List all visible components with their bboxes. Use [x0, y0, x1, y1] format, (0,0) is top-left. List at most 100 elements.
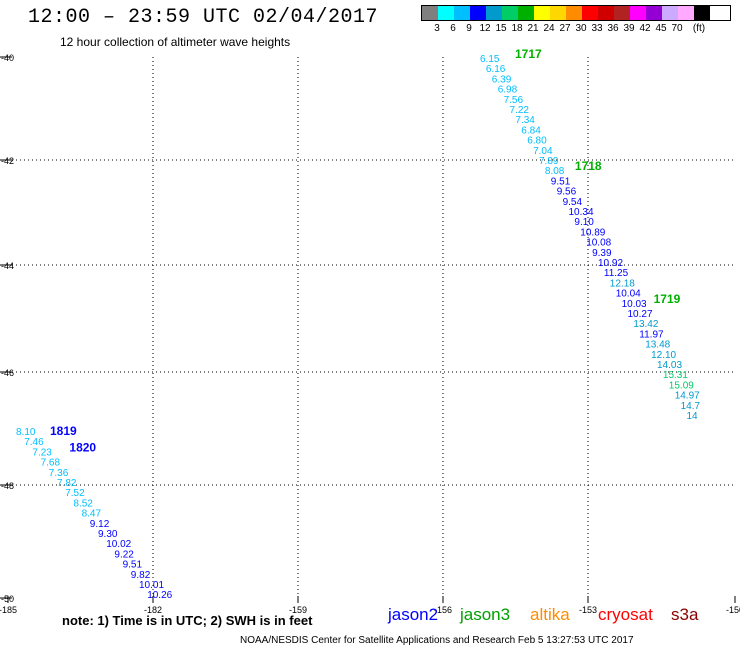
legend-label: 3	[434, 23, 440, 34]
legend-label: 70	[671, 23, 683, 34]
mission-altika: altika	[530, 605, 570, 624]
legend-swatch	[454, 6, 470, 20]
lat-label: -44	[1, 261, 14, 271]
mission-s3a: s3a	[671, 605, 699, 624]
swh-value: 9.22	[114, 549, 134, 560]
legend-swatch	[566, 6, 582, 20]
legend-label: 18	[511, 23, 523, 34]
legend-swatch	[486, 6, 502, 20]
swh-value: 10.04	[616, 289, 641, 300]
legend-swatch	[630, 6, 646, 20]
legend-swatch	[646, 6, 662, 20]
legend-swatch	[438, 6, 454, 20]
lon-label: -185	[0, 605, 17, 615]
swh-value: 12.18	[610, 278, 635, 289]
swh-value: 13.42	[633, 319, 658, 330]
lat-label: -46	[1, 368, 14, 378]
swh-value: 14.97	[675, 391, 700, 402]
swh-value: 7.52	[65, 488, 85, 499]
swh-value: 11.25	[604, 268, 629, 279]
swh-value: 7.89	[539, 156, 559, 167]
swh-value: 10.89	[580, 227, 605, 238]
lon-label: -150	[726, 605, 740, 615]
swh-value: 13.48	[645, 340, 670, 351]
legend-label: 30	[575, 23, 587, 34]
legend-label: 9	[466, 23, 472, 34]
legend-label: 33	[591, 23, 603, 34]
pass-number: 1718	[575, 159, 602, 173]
swh-value: 9.56	[557, 187, 577, 198]
legend-swatch	[502, 6, 518, 20]
legend-swatch	[534, 6, 550, 20]
swh-value: 9.51	[123, 560, 143, 571]
pass-number: 1717	[515, 47, 542, 61]
swh-value: 7.22	[510, 105, 530, 116]
swh-value: 8.47	[82, 509, 102, 520]
swh-value: 7.68	[41, 458, 61, 469]
swh-value: 6.39	[492, 74, 512, 85]
swh-value: 10.92	[598, 258, 623, 269]
pass-number: 1820	[69, 440, 96, 454]
mission-jason2: jason2	[388, 605, 439, 624]
swh-value: 9.10	[574, 217, 594, 228]
swh-value: 7.36	[49, 468, 69, 479]
credit-line: NOAA/NESDIS Center for Satellite Applica…	[240, 635, 634, 646]
legend-swatch	[518, 6, 534, 20]
swh-value: 8.08	[545, 166, 565, 177]
swh-value: 8.10	[16, 427, 36, 438]
swh-value: 10.02	[106, 539, 131, 550]
legend-label: (ft)	[692, 23, 706, 34]
lat-label: -48	[1, 481, 14, 491]
page-subtitle: 12 hour collection of altimeter wave hei…	[60, 35, 291, 49]
legend-swatch	[422, 6, 438, 20]
swh-value: 9.12	[90, 519, 110, 530]
legend-label: 15	[495, 23, 507, 34]
page-title: 12:00 – 23:59 UTC 02/04/2017	[28, 6, 379, 29]
legend-swatch	[470, 6, 486, 20]
legend-color-bar	[421, 5, 731, 21]
pass-number: 1719	[654, 292, 681, 306]
swh-value: 9.39	[592, 248, 612, 259]
swh-value: 6.16	[486, 64, 506, 75]
swh-value: 10.01	[139, 580, 164, 591]
swh-value: 6.15	[480, 54, 500, 65]
swh-value: 11.97	[639, 329, 664, 340]
pass-number: 1819	[50, 424, 77, 438]
legend-swatch	[550, 6, 566, 20]
mission-cryosat: cryosat	[598, 605, 653, 624]
track-1: 6.156.166.396.987.567.227.346.846.807.04…	[480, 47, 701, 422]
lat-label: -42	[1, 156, 14, 166]
swh-value: 9.30	[98, 529, 118, 540]
legend-label: 24	[543, 23, 555, 34]
legend-swatch	[662, 6, 678, 20]
lon-label: -182	[144, 605, 162, 615]
swh-value: 6.80	[527, 136, 547, 147]
swh-value: 10.27	[628, 309, 653, 320]
legend-label: 42	[639, 23, 651, 34]
legend-swatch	[614, 6, 630, 20]
swh-value: 7.34	[515, 115, 535, 126]
swh-value: 14	[687, 411, 699, 422]
color-legend: 3 6 9 12 15 18 21 24 27 30 33 36 39 42 45 70 (ft)	[421, 5, 731, 35]
lat-label: -50	[1, 594, 14, 604]
swh-value: 14.7	[681, 401, 701, 412]
footnote: note: 1) Time is in UTC; 2) SWH is in fe…	[62, 613, 313, 628]
altimeter-tracks: 6.156.166.396.987.567.227.346.846.807.04…	[16, 47, 701, 601]
swh-value: 9.82	[131, 570, 151, 581]
swh-value: 10.26	[147, 590, 172, 601]
legend-label: 36	[607, 23, 619, 34]
swh-value: 6.98	[498, 85, 518, 96]
lon-label: -153	[579, 605, 597, 615]
swh-value: 10.03	[622, 299, 647, 310]
legend-swatch	[694, 6, 710, 20]
graticule	[0, 56, 736, 603]
legend-label: 12	[479, 23, 491, 34]
swh-value: 9.54	[563, 197, 583, 208]
swh-value: 7.46	[24, 437, 44, 448]
axis-labels: -40 -42 -44 -46 -48 -50-185 -182 -159 -156 -153 -1…	[0, 53, 740, 615]
legend-label: 39	[623, 23, 635, 34]
swh-value: 8.52	[73, 498, 93, 509]
lon-label: -156	[434, 605, 452, 615]
legend-swatch	[598, 6, 614, 20]
